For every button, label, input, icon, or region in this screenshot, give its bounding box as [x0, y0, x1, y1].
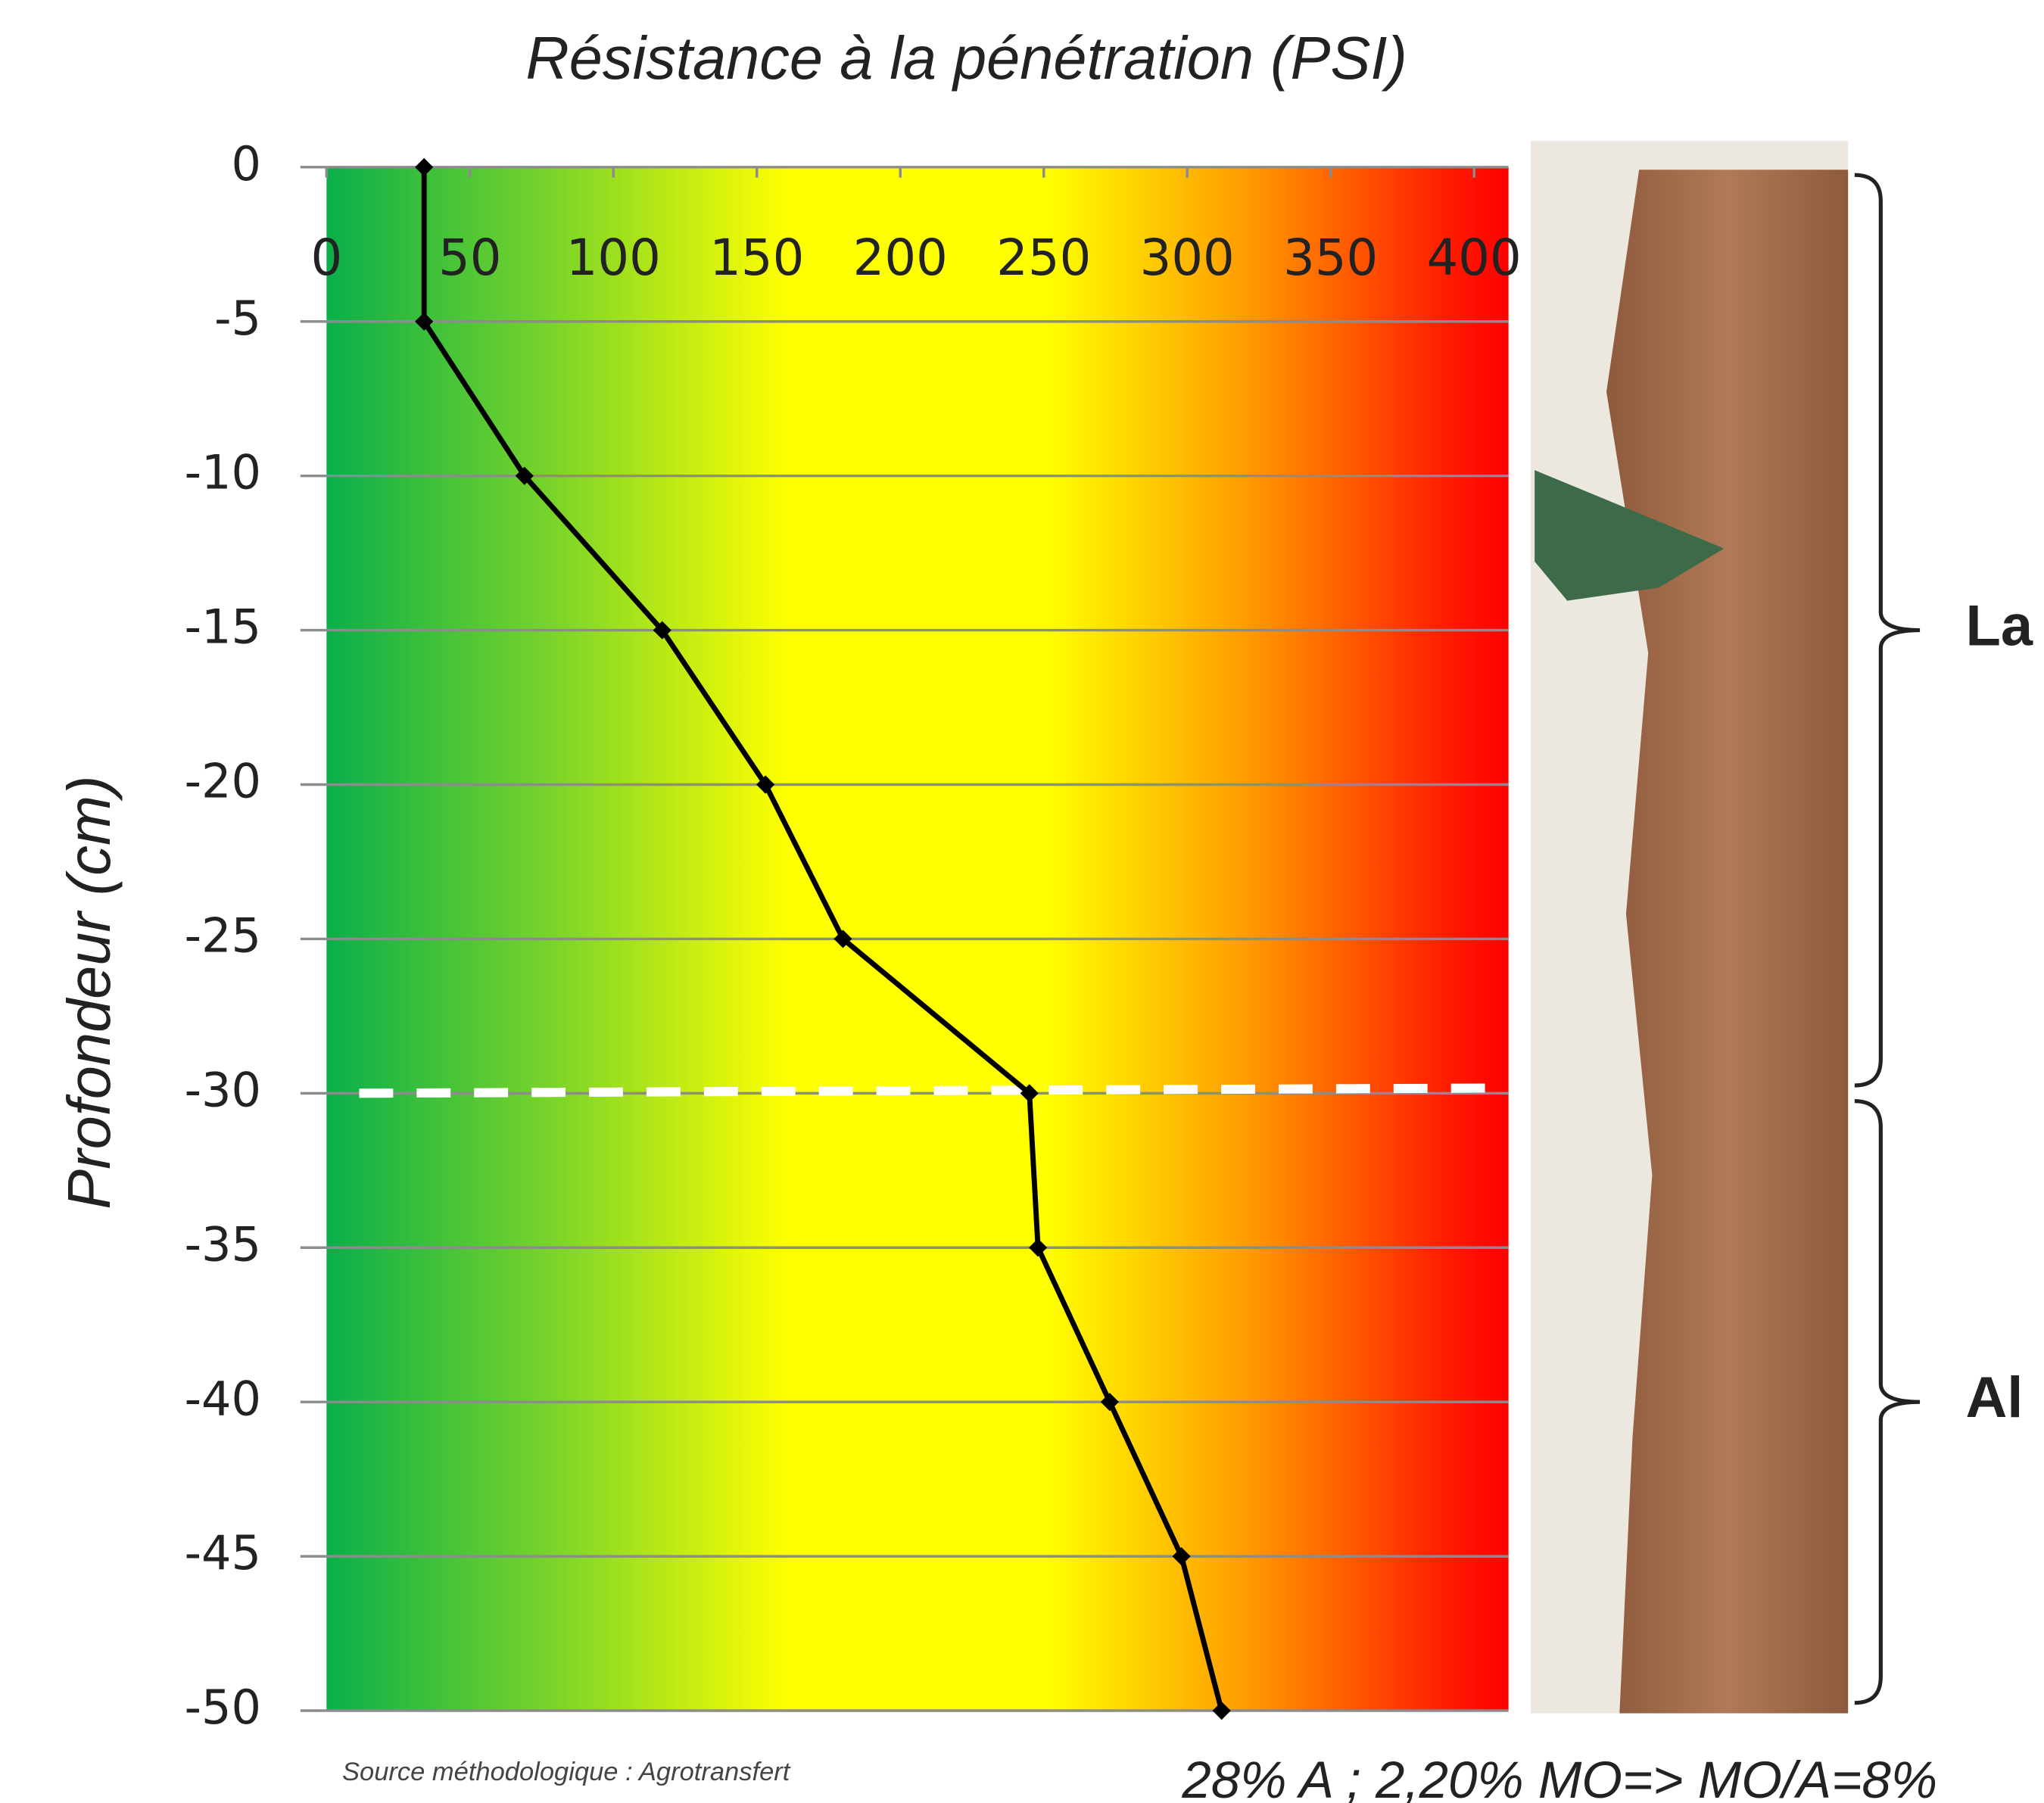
x-tick-label: 150: [709, 229, 804, 287]
x-tick-label: 50: [438, 229, 501, 287]
layer-label: La: [1965, 594, 2033, 659]
y-tick-label: -15: [185, 599, 261, 655]
y-tick-label: -10: [185, 445, 261, 500]
layer-brace: [1854, 1099, 1921, 1705]
soil: [1606, 170, 1849, 1714]
x-tick-label: 200: [853, 229, 948, 287]
layer-label: Al: [1965, 1365, 2023, 1430]
x-tick-label: 100: [566, 229, 661, 287]
dashed-line: [359, 1083, 1496, 1098]
x-tick-label: 300: [1140, 229, 1235, 287]
x-tick-label: 0: [310, 229, 342, 287]
x-tick-label: 400: [1427, 229, 1522, 287]
y-tick-label: -50: [185, 1680, 261, 1735]
y-tick-label: -20: [185, 754, 261, 809]
chart-title: Résistance à la pénétration (PSI): [526, 24, 1407, 92]
x-tick-label: 250: [996, 229, 1091, 287]
y-tick-label: -30: [185, 1062, 261, 1117]
y-tick-label: -35: [185, 1216, 261, 1272]
point-marker: [1172, 1547, 1191, 1566]
y-axis-label: Profondeur (cm): [55, 776, 123, 1210]
layer-brace: [1854, 173, 1921, 1088]
y-tick-label: -40: [185, 1371, 261, 1426]
y-tick-label: -5: [214, 291, 261, 346]
annotation: 28% A ; 2,20% MO=> MO/A=8%: [1181, 1751, 1937, 1803]
x-tick-label: 350: [1283, 229, 1378, 287]
source-note: Source méthodologique : Agrotransfert: [342, 1758, 791, 1786]
y-tick-label: 0: [232, 136, 262, 192]
leaf: [1535, 470, 1725, 601]
soil-photo: [1530, 141, 1849, 1714]
y-tick-label: -25: [185, 908, 261, 964]
y-tick-label: -45: [185, 1525, 261, 1580]
point-marker: [653, 621, 671, 640]
